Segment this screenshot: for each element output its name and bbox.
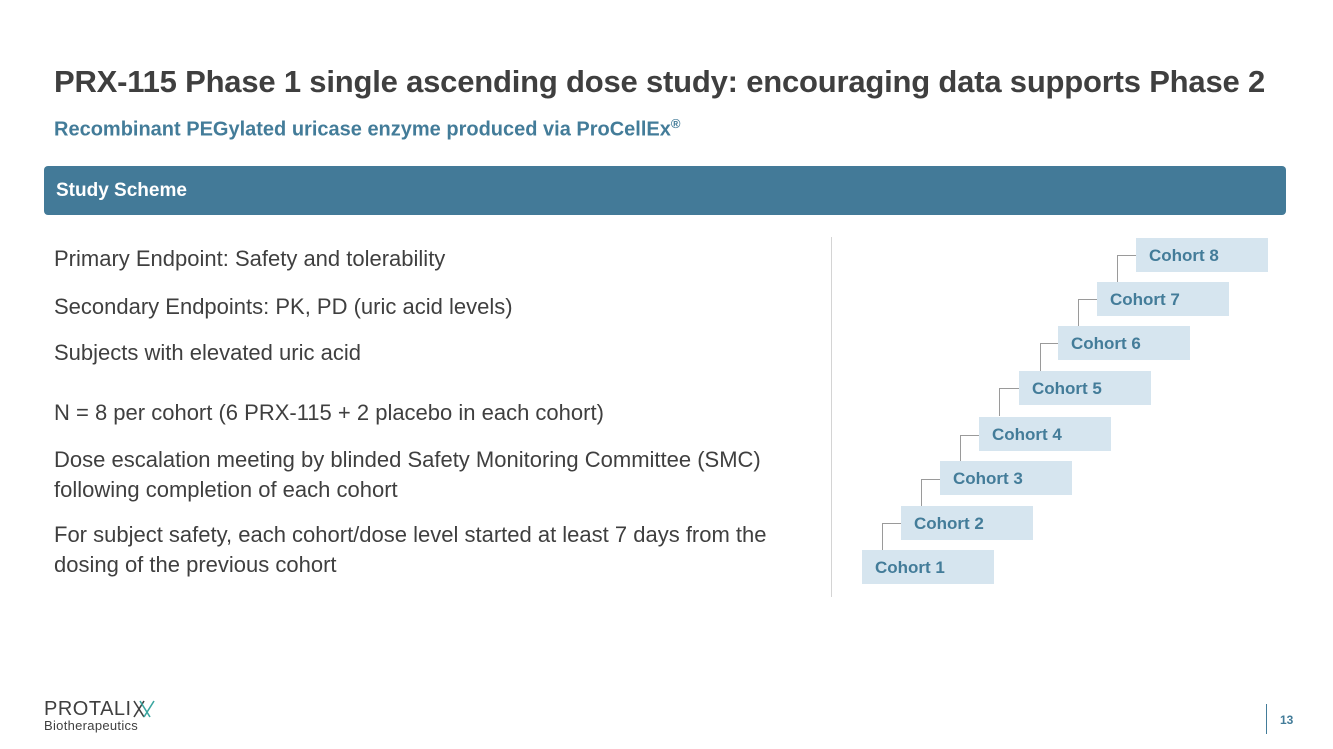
cohort-3-box: Cohort 3 [940,461,1072,495]
point-subject-safety: For subject safety, each cohort/dose lev… [54,522,767,577]
logo-x-icon [132,700,155,718]
column-divider [831,237,832,597]
point-cohort-size: N = 8 per cohort (6 PRX-115 + 2 placebo … [54,400,604,425]
cohort-6-box: Cohort 6 [1058,326,1190,360]
point-dose-escalation: Dose escalation meeting by blinded Safet… [54,447,761,502]
cohort-7-label: Cohort 7 [1110,290,1180,309]
protalix-logo: PROTALI Biotherapeutics [44,699,155,733]
cohort-6-label: Cohort 6 [1071,334,1141,353]
cohort-8-label: Cohort 8 [1149,246,1219,265]
connector-7 [1078,299,1098,327]
logo-main-text: PROTALI [44,698,132,720]
connector-8 [1117,255,1137,283]
cohort-7-box: Cohort 7 [1097,282,1229,316]
cohort-4-label: Cohort 4 [992,425,1062,444]
cohort-3-label: Cohort 3 [953,469,1023,488]
logo-tagline: Biotherapeutics [44,718,139,733]
cohort-2-box: Cohort 2 [901,506,1033,540]
slide-title: PRX-115 Phase 1 single ascending dose st… [54,64,1265,99]
logo-wordmark: PROTALI [44,699,155,719]
cohort-5-box: Cohort 5 [1019,371,1151,405]
cohort-1-label: Cohort 1 [875,558,945,577]
connector-5 [999,388,1019,416]
connector-3 [921,479,941,507]
cohort-4-box: Cohort 4 [979,417,1111,451]
point-secondary-endpoints: Secondary Endpoints: PK, PD (uric acid l… [54,294,513,319]
registered-mark: ® [670,116,681,131]
slide-subtitle: Recombinant PEGylated uricase enzyme pro… [54,116,680,142]
connector-6 [1040,343,1060,371]
connector-4 [960,435,980,463]
study-scheme-banner: Study Scheme [44,166,1286,215]
cohort-5-label: Cohort 5 [1032,379,1102,398]
point-subjects: Subjects with elevated uric acid [54,340,361,365]
cohort-8-box: Cohort 8 [1136,238,1268,272]
cohort-1-box: Cohort 1 [862,550,994,584]
cohort-2-label: Cohort 2 [914,514,984,533]
page-number-divider [1266,704,1267,734]
banner-label: Study Scheme [56,180,187,201]
page-number: 13 [1280,713,1294,727]
connector-2 [882,523,902,551]
subtitle-text: Recombinant PEGylated uricase enzyme pro… [54,118,671,141]
point-primary-endpoint: Primary Endpoint: Safety and tolerabilit… [54,246,446,271]
